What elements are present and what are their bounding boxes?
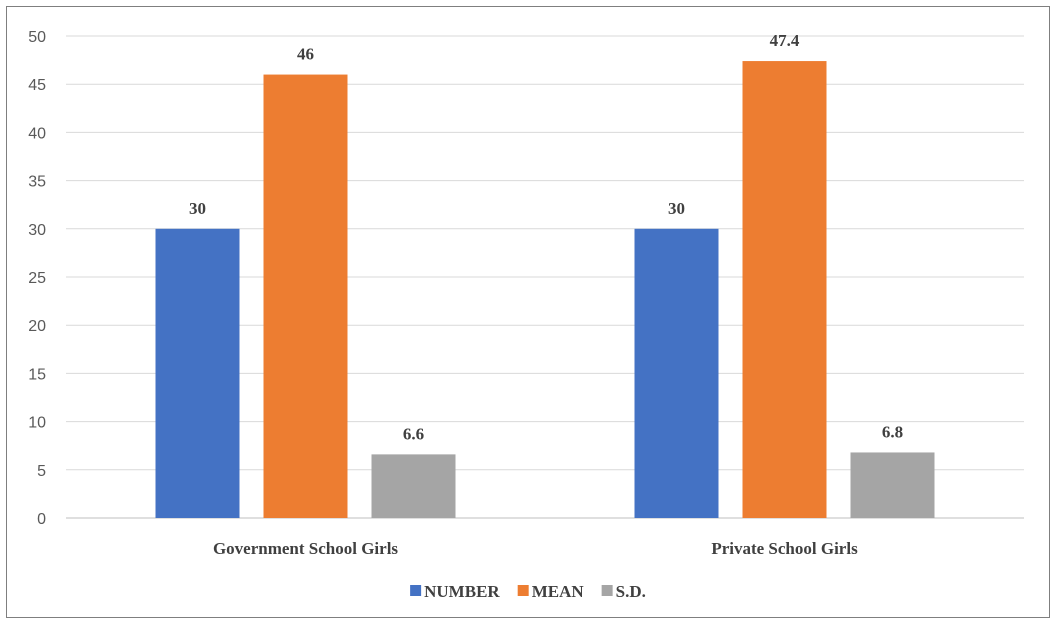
legend-item: MEAN <box>517 582 585 601</box>
y-tick-label: 30 <box>28 222 46 239</box>
data-label: 30 <box>189 199 206 218</box>
bar-mean <box>263 74 348 518</box>
data-labels: 30 46 6.6 30 47.4 6.8 <box>189 31 903 443</box>
bar-number <box>634 228 719 519</box>
data-label: 6.6 <box>403 424 424 443</box>
bar-s-d <box>850 452 935 518</box>
y-axis-tick-labels: 0 5 10 15 20 25 30 35 40 45 50 <box>28 29 46 528</box>
data-label: 46 <box>297 45 314 64</box>
y-tick-label: 50 <box>28 29 46 46</box>
data-label: 47.4 <box>770 31 800 50</box>
category-label: Private School Girls <box>711 539 858 558</box>
y-tick-label: 25 <box>28 270 46 287</box>
bar-mean <box>742 61 827 519</box>
y-tick-label: 15 <box>28 366 46 383</box>
y-tick-label: 5 <box>37 463 46 480</box>
data-label: 6.8 <box>882 422 903 441</box>
category-labels: Government School Girls Private School Gi… <box>213 539 858 558</box>
y-tick-label: 20 <box>28 318 46 335</box>
bars <box>155 61 935 519</box>
bar-s-d <box>371 454 456 518</box>
legend-item: NUMBER <box>410 582 500 601</box>
y-tick-label: 40 <box>28 125 46 142</box>
legend: NUMBER MEAN S.D. <box>410 582 646 601</box>
y-tick-label: 10 <box>28 415 46 432</box>
y-tick-label: 0 <box>37 511 46 528</box>
legend-label: S.D. <box>616 582 646 601</box>
legend-item: S.D. <box>601 582 646 601</box>
legend-label: NUMBER <box>424 582 500 601</box>
bar-number <box>155 228 240 519</box>
legend-swatch <box>601 585 613 596</box>
legend-swatch <box>410 585 422 596</box>
legend-swatch <box>517 585 529 596</box>
legend-label: MEAN <box>532 582 585 601</box>
category-label: Government School Girls <box>213 539 398 558</box>
y-tick-label: 35 <box>28 174 46 191</box>
data-label: 30 <box>668 199 685 218</box>
y-tick-label: 45 <box>28 77 46 94</box>
